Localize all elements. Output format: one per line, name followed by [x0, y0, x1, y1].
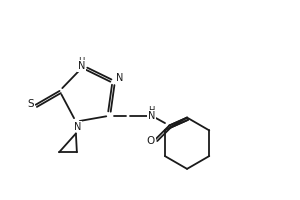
Text: S: S	[27, 99, 34, 109]
Text: H: H	[79, 57, 85, 66]
Text: N: N	[116, 73, 124, 83]
Text: H: H	[148, 106, 155, 115]
Text: N: N	[74, 122, 82, 132]
Text: N: N	[148, 111, 155, 121]
Text: O: O	[146, 136, 155, 146]
Text: N: N	[78, 61, 85, 71]
